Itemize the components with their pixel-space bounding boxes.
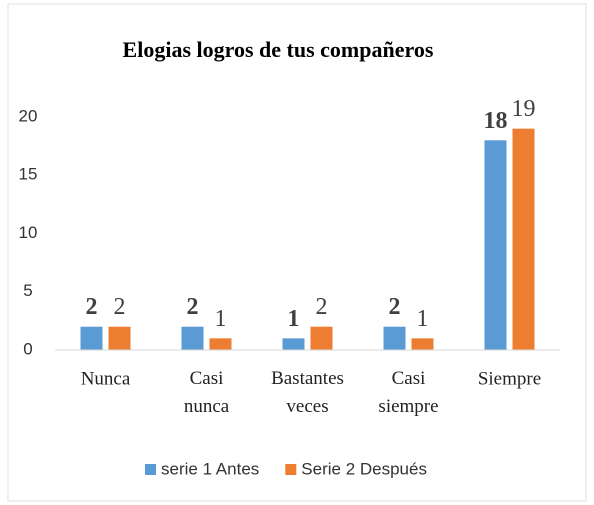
data-label: 19 [512, 96, 536, 122]
bar [411, 338, 434, 350]
x-tick-label: Nunca [81, 368, 131, 389]
x-tick-line: veces [286, 396, 328, 417]
x-tick-label: Siempre [478, 368, 541, 389]
data-label: 2 [86, 294, 98, 320]
legend-label: Serie 2 Después [301, 459, 427, 478]
bar [209, 338, 232, 350]
x-tick-line: nunca [184, 396, 230, 417]
legend-swatch [145, 464, 156, 475]
data-label: 2 [187, 294, 199, 320]
x-tick-line: Casi [190, 368, 224, 389]
bar [310, 326, 333, 350]
bar [383, 326, 406, 350]
x-tick-line: siempre [378, 396, 438, 417]
x-tick-line: Bastantes [271, 368, 344, 389]
y-tick-label: 20 [19, 106, 38, 125]
x-tick-label: Bastantes veces [271, 368, 344, 417]
bar [484, 140, 507, 350]
legend-swatch [285, 464, 297, 475]
data-label: 18 [484, 108, 508, 134]
y-tick-label: 10 [19, 223, 38, 242]
data-label: 2 [114, 294, 126, 320]
bar [512, 128, 535, 350]
chart-title: Elogias logros de tus compañeros [123, 37, 434, 62]
x-tick-label: Casi siempre [378, 368, 438, 417]
data-label: 2 [316, 294, 328, 320]
y-tick-label: 5 [23, 281, 32, 300]
data-label: 1 [288, 306, 300, 332]
data-label: 1 [215, 306, 227, 332]
bar [108, 326, 131, 350]
bar [80, 326, 103, 350]
y-tick-label: 15 [19, 165, 38, 184]
x-tick-label: Casi nunca [184, 368, 230, 417]
bar [181, 326, 204, 350]
data-label: 2 [389, 294, 401, 320]
x-tick-line: Casi [392, 368, 426, 389]
data-label: 1 [417, 306, 429, 332]
bar [282, 338, 305, 350]
y-tick-label: 0 [23, 339, 32, 358]
legend-label: serie 1 Antes [161, 459, 259, 478]
